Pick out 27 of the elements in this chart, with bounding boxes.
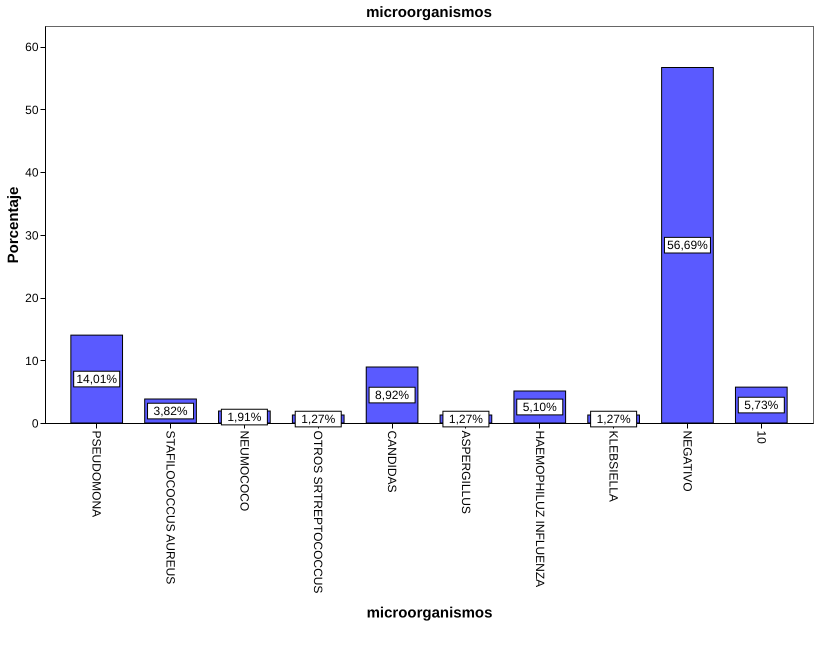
y-tick-label: 40 bbox=[25, 166, 39, 180]
x-tick-label: OTROS SRTREPTOCOCCUS bbox=[311, 430, 326, 594]
x-axis-title: microorganismos bbox=[366, 604, 492, 622]
y-axis-title: Porcentaje bbox=[5, 186, 22, 264]
y-tick-label: 10 bbox=[25, 354, 39, 368]
x-tick-label: KLEBSIELLA bbox=[606, 430, 621, 502]
chart-title: microorganismos bbox=[366, 4, 492, 21]
data-label: 3,82% bbox=[154, 404, 188, 418]
y-tick-label: 30 bbox=[25, 228, 39, 242]
data-label: 14,01% bbox=[76, 372, 118, 386]
x-tick-label: STAFILOCOCCUS AUREUS bbox=[164, 430, 178, 584]
x-tick-label: CANDIDAS bbox=[385, 430, 400, 493]
x-tick-label: NEUMOCOCO bbox=[237, 430, 252, 512]
x-tick-label: NEGATIVO bbox=[680, 430, 694, 492]
x-tick-label: ASPERGILLUS bbox=[458, 430, 473, 514]
data-label: 56,69% bbox=[667, 238, 708, 252]
data-label: 8,92% bbox=[375, 388, 410, 402]
y-tick-label: 0 bbox=[32, 416, 39, 430]
data-label: 1,91% bbox=[227, 410, 262, 424]
y-tick-label: 60 bbox=[25, 40, 39, 54]
x-tick-label: 10 bbox=[754, 430, 768, 444]
data-label: 5,10% bbox=[522, 400, 558, 414]
data-label: 5,73% bbox=[744, 398, 779, 412]
x-tick-label: HAEMOPHILUZ INFLUENZA bbox=[532, 430, 547, 588]
y-tick-label: 50 bbox=[25, 102, 39, 117]
y-tick-label: 20 bbox=[25, 291, 39, 306]
x-tick-label: PSEUDOMONA bbox=[90, 430, 104, 518]
